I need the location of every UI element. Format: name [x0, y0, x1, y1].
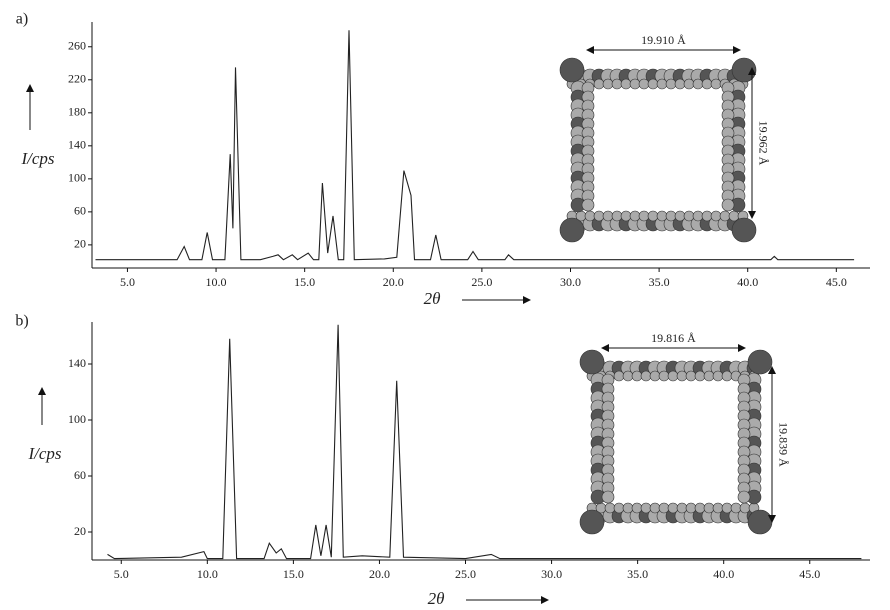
- panel-label: b): [15, 313, 28, 330]
- y-tick-label: 100: [68, 171, 86, 185]
- atom: [582, 199, 594, 211]
- x-tick-label: 35.0: [649, 275, 670, 289]
- molecule-image: [560, 58, 756, 242]
- atom: [722, 199, 734, 211]
- height-label: 19.839 Å: [776, 422, 790, 467]
- atom: [580, 510, 604, 534]
- figure: 20 60 100 140 180 220 260 5.0 10.0 15.0 20.0 25.0 30…: [0, 0, 890, 610]
- x-tick-label: 5.0: [114, 567, 129, 581]
- atom: [560, 218, 584, 242]
- atom: [748, 350, 772, 374]
- panel-label: a): [16, 11, 28, 28]
- y-tick-label: 180: [68, 105, 86, 119]
- y-tick-label: 260: [68, 39, 86, 53]
- y-tick-label: 60: [74, 468, 86, 482]
- atom: [602, 491, 614, 503]
- x-tick-label: 40.0: [713, 567, 734, 581]
- molecule-image: [580, 350, 772, 534]
- y-tick-label: 140: [68, 356, 86, 370]
- x-tick-label: 35.0: [627, 567, 648, 581]
- y-tick-label: 20: [74, 524, 86, 538]
- x-tick-label: 15.0: [294, 275, 315, 289]
- y-tick-label: 60: [74, 204, 86, 218]
- y-axis-label: I/cps: [27, 444, 61, 463]
- x-tick-label: 30.0: [560, 275, 581, 289]
- x-axis-label: 2θ: [424, 289, 441, 308]
- x-tick-label: 30.0: [541, 567, 562, 581]
- y-tick-label: 100: [68, 412, 86, 426]
- width-label: 19.816 Å: [651, 331, 696, 345]
- atom: [748, 510, 772, 534]
- y-axis-label: I/cps: [20, 149, 54, 168]
- x-tick-label: 45.0: [826, 275, 847, 289]
- x-tick-label: 10.0: [206, 275, 227, 289]
- x-tick-label: 25.0: [455, 567, 476, 581]
- atom: [560, 58, 584, 82]
- y-tick-label: 220: [68, 72, 86, 86]
- x-tick-label: 40.0: [737, 275, 758, 289]
- y-tick-label: 140: [68, 138, 86, 152]
- x-tick-label: 45.0: [799, 567, 820, 581]
- atom: [738, 491, 750, 503]
- width-label: 19.910 Å: [641, 33, 686, 47]
- atom: [732, 218, 756, 242]
- atom: [580, 350, 604, 374]
- y-tick-label: 20: [74, 237, 86, 251]
- x-tick-label: 20.0: [383, 275, 404, 289]
- x-axis-label: 2θ: [428, 589, 445, 608]
- x-tick-label: 5.0: [120, 275, 135, 289]
- x-tick-label: 25.0: [471, 275, 492, 289]
- x-tick-label: 20.0: [369, 567, 390, 581]
- x-tick-label: 15.0: [283, 567, 304, 581]
- x-tick-label: 10.0: [197, 567, 218, 581]
- height-label: 19.962 Å: [756, 121, 770, 166]
